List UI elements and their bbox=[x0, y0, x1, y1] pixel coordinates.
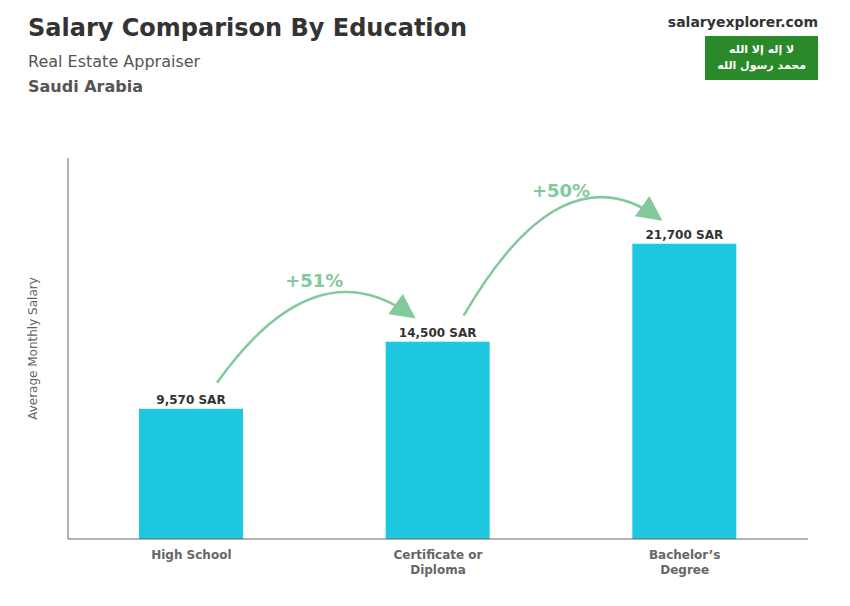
html-text:salaryexplorer.com: salaryexplorer.com bbox=[667, 14, 818, 30]
svg-text:Certificate orDiploma: Certificate orDiploma bbox=[393, 548, 482, 577]
svg-text:9,570 SAR: 9,570 SAR bbox=[156, 393, 225, 407]
html-text:Salary Comparison By Education: Salary Comparison By Education bbox=[28, 14, 468, 42]
html-text:لا إله إلا الله: لا إله إلا الله bbox=[729, 43, 795, 56]
svg-text:High School: High School bbox=[151, 548, 231, 562]
html-text:محمد رسول الله: محمد رسول الله bbox=[717, 59, 806, 72]
svg-text:Average Monthly Salary: Average Monthly Salary bbox=[26, 277, 40, 420]
svg-text:+51%: +51% bbox=[285, 270, 343, 291]
svg-text:14,500 SAR: 14,500 SAR bbox=[399, 326, 477, 340]
html-text:Saudi Arabia: Saudi Arabia bbox=[28, 77, 143, 96]
svg-text:Bachelor’sDegree: Bachelor’sDegree bbox=[649, 548, 721, 577]
html-text:Real Estate Appraiser: Real Estate Appraiser bbox=[28, 52, 201, 71]
svg-text:+50%: +50% bbox=[532, 180, 590, 201]
svg-text:21,700 SAR: 21,700 SAR bbox=[646, 228, 724, 242]
